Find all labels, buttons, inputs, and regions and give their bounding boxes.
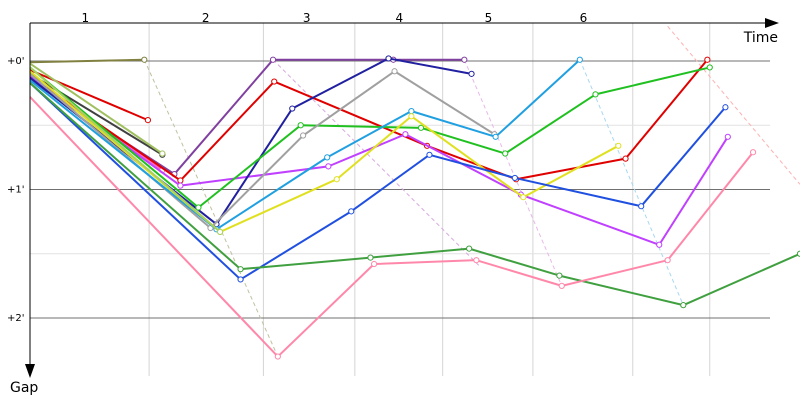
data-point	[385, 55, 392, 62]
data-point	[216, 228, 224, 236]
data-point	[297, 122, 304, 129]
data-point	[466, 245, 473, 252]
y-axis-arrow	[25, 364, 35, 378]
data-point	[576, 56, 583, 63]
lap-label: 2	[202, 11, 210, 25]
horizontal-gridlines	[30, 60, 770, 319]
series-lines	[29, 55, 800, 360]
data-point	[426, 151, 433, 158]
data-point	[177, 177, 184, 184]
data-point	[520, 194, 527, 201]
data-point	[706, 64, 713, 71]
y-axis-title: Gap	[10, 380, 38, 396]
data-point	[177, 182, 184, 189]
data-point	[325, 163, 332, 170]
y-tick-label: +1'	[7, 185, 25, 196]
series-line	[29, 62, 163, 155]
data-point	[622, 155, 629, 162]
data-point	[724, 133, 731, 140]
data-point	[468, 70, 475, 77]
data-point	[274, 353, 281, 360]
data-point	[269, 56, 277, 63]
series-line	[29, 69, 149, 122]
pit-line	[667, 25, 800, 185]
data-point	[408, 113, 415, 120]
y-tick-label: +0'	[7, 56, 25, 67]
data-point	[473, 257, 480, 264]
data-point	[417, 124, 425, 131]
pit-line	[579, 59, 684, 306]
data-point	[558, 282, 565, 289]
data-point	[370, 260, 378, 268]
data-point	[704, 56, 711, 63]
series-line	[29, 58, 145, 64]
lap-label: 6	[580, 11, 588, 25]
series-line	[29, 66, 221, 233]
y-tick-labels: +0' +1' +2'	[7, 56, 25, 324]
lap-labels: 1 2 3 4 5 6	[82, 11, 588, 25]
data-point	[195, 204, 202, 211]
y-axis: Gap	[10, 23, 38, 396]
lap-label: 4	[396, 11, 404, 25]
series-line	[29, 82, 800, 307]
pit-line	[272, 59, 480, 266]
data-point	[141, 56, 148, 63]
data-point	[333, 176, 340, 183]
data-point	[638, 203, 645, 210]
data-point	[502, 150, 509, 157]
data-point	[271, 78, 278, 85]
pit-line	[463, 59, 563, 287]
data-point	[300, 132, 307, 139]
data-point	[289, 105, 296, 112]
data-point	[367, 254, 374, 261]
data-point	[556, 272, 563, 279]
data-point	[144, 117, 152, 124]
data-point	[749, 149, 757, 156]
data-point	[664, 257, 671, 264]
data-point	[461, 56, 468, 63]
x-axis-title: Time	[743, 30, 778, 46]
data-point	[796, 250, 800, 257]
x-axis-arrow	[765, 18, 779, 28]
series-line	[29, 82, 727, 281]
data-point	[722, 104, 729, 111]
pit-lines	[143, 25, 800, 357]
lap-label: 5	[485, 11, 493, 25]
data-point	[237, 276, 244, 283]
data-point	[615, 142, 622, 149]
series-line	[29, 58, 581, 231]
data-point	[237, 266, 244, 273]
data-point	[492, 133, 499, 140]
data-point	[408, 108, 415, 115]
x-axis: Time	[30, 18, 779, 46]
data-point	[592, 91, 599, 98]
lap-label: 3	[303, 11, 311, 25]
data-point	[656, 241, 663, 248]
pit-line	[143, 59, 279, 357]
data-point	[680, 302, 687, 309]
data-point	[402, 131, 409, 138]
data-point	[511, 174, 518, 182]
y-tick-label: +2'	[7, 313, 25, 324]
data-point	[159, 150, 166, 157]
data-point	[391, 68, 398, 75]
data-point	[324, 154, 331, 161]
data-point	[348, 208, 355, 215]
lap-label: 1	[82, 11, 90, 25]
